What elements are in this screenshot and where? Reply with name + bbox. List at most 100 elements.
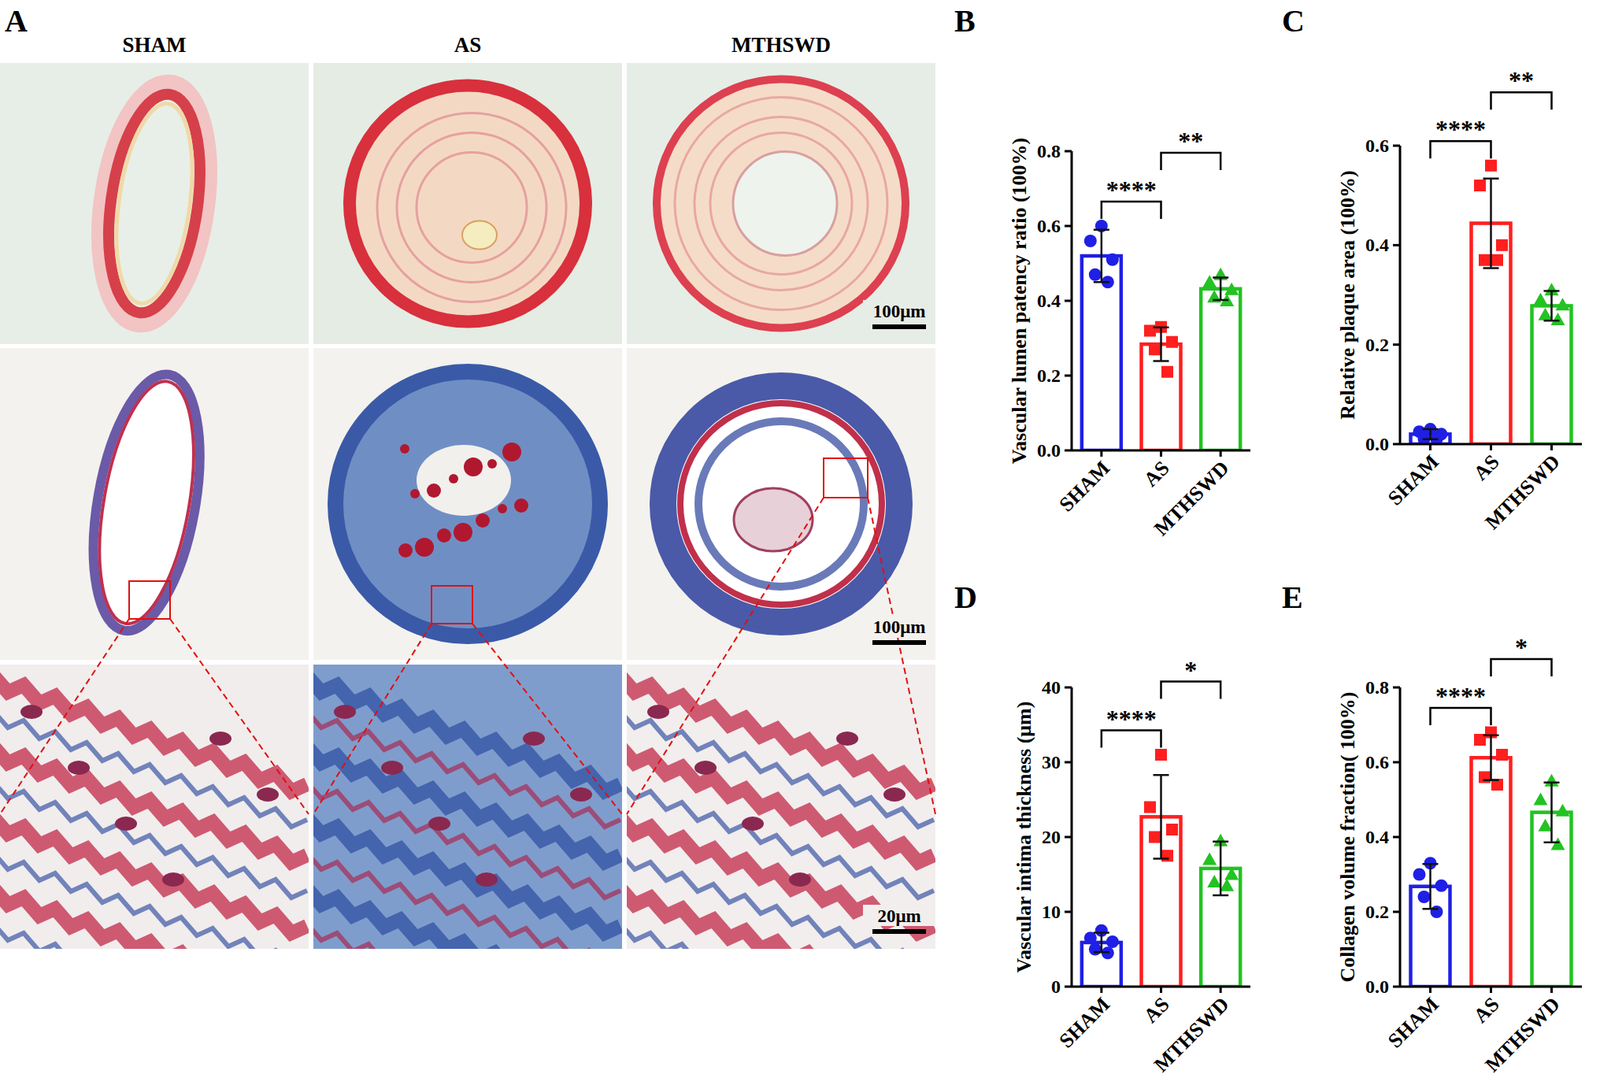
x-tick-label: AS [1139, 456, 1175, 492]
panel-a: ASHAMASMTHSWD100μm100μm20μm [0, 3, 936, 1040]
y-tick-label: 0.8 [1037, 140, 1061, 162]
x-tick [1100, 450, 1103, 457]
data-point [1148, 343, 1161, 356]
nucleus [475, 872, 498, 887]
x-tick [1159, 986, 1163, 993]
x-tick [1550, 444, 1553, 451]
bar [1532, 305, 1572, 445]
scale-bar-ground [862, 904, 934, 926]
marks [1411, 726, 1572, 988]
error-bar [1093, 229, 1110, 283]
micrograph [626, 348, 936, 660]
zoom-leader [313, 623, 432, 815]
tissue-layer [313, 886, 621, 949]
y-tick [1064, 374, 1072, 378]
x-tick [1429, 986, 1432, 993]
stain-spot [453, 522, 473, 542]
stain-spot [410, 488, 420, 499]
y-tick-label: 0.4 [1365, 234, 1389, 256]
y-tick-label: 40 [1041, 677, 1061, 698]
nucleus [20, 704, 43, 719]
data-point [1430, 905, 1444, 919]
data-point [1418, 890, 1431, 904]
significance-bracket [1491, 92, 1552, 110]
nucleus [114, 816, 138, 831]
nucleus [381, 760, 404, 775]
significance-label: * [1514, 633, 1528, 662]
stain-spot [448, 474, 459, 484]
scale-bar-label: 20μm [877, 906, 921, 926]
error-bar [1544, 290, 1560, 321]
stain-spot [487, 459, 497, 469]
x-tick-label: MTHSWD [1480, 450, 1564, 534]
y-tick [1392, 985, 1400, 989]
nucleus [333, 704, 356, 719]
y-tick [1392, 443, 1400, 446]
data-point [1413, 868, 1426, 882]
y-tick-label: 0.0 [1365, 433, 1389, 455]
stain-spot [437, 528, 452, 543]
data-point [1555, 803, 1571, 817]
column-title: SHAM [122, 33, 187, 57]
lumen [462, 221, 497, 250]
significance-label: **** [1435, 681, 1486, 711]
data-point [1224, 282, 1239, 296]
data-point [1538, 307, 1553, 321]
stain-spot [463, 457, 483, 477]
micrograph-bg [626, 62, 936, 345]
scale-bar-ground [862, 300, 934, 322]
data-point [1144, 801, 1156, 814]
error-bar [1093, 933, 1110, 953]
y-tick [1064, 911, 1072, 914]
nucleus [741, 816, 764, 831]
column-title: MTHSWD [731, 33, 831, 57]
y-tick-label: 10 [1041, 901, 1061, 923]
marks [1081, 748, 1241, 987]
x-tick [1489, 986, 1493, 993]
y-tick-label: 0.6 [1365, 751, 1389, 773]
data-point [1224, 867, 1239, 881]
micrograph-bg [313, 348, 623, 660]
data-point [1533, 792, 1549, 806]
x-tick [1429, 444, 1432, 451]
data-point [1161, 366, 1174, 378]
micrograph [626, 62, 936, 345]
panel-letter: E [1281, 579, 1304, 615]
x-tick [1550, 986, 1553, 993]
nucleus [883, 787, 906, 802]
panel-letter: D [954, 579, 978, 615]
y-tick [1064, 761, 1072, 764]
y-tick-label: 0.0 [1365, 976, 1389, 997]
intima [83, 374, 211, 631]
micrograph [0, 664, 309, 949]
data-point [1084, 234, 1097, 248]
data-point [1478, 254, 1491, 267]
x-tick-label: SHAM [1054, 992, 1115, 1053]
data-point [1166, 336, 1178, 349]
x-tick [1489, 444, 1493, 451]
scale-bar-ground [862, 615, 934, 638]
data-point [1474, 179, 1486, 192]
tissue-layer [626, 886, 934, 949]
x-tick-label: SHAM [1054, 456, 1115, 517]
zoom-leader [0, 618, 130, 815]
y-tick [1392, 244, 1400, 247]
significance-bracket [1161, 152, 1222, 171]
micrograph [313, 664, 623, 949]
x-tick-label: AS [1469, 992, 1504, 1028]
nucleus [836, 731, 859, 746]
x-tick-label: MTHSWD [1149, 456, 1234, 541]
vessel-wall [96, 88, 213, 319]
y-tick [1064, 150, 1072, 153]
significance-label: * [1184, 655, 1197, 685]
error-bar [1422, 863, 1439, 909]
data-point [1551, 837, 1566, 851]
y-tick-label: 0.2 [1365, 901, 1389, 923]
figure: ASHAMASMTHSWD100μm100μm20μmB0.00.20.40.6… [0, 0, 1600, 1089]
micrograph-bg [313, 62, 623, 345]
bar [1471, 757, 1512, 987]
error-bar [1544, 782, 1560, 843]
plaque-layer [416, 152, 527, 263]
significance-label: **** [1106, 175, 1157, 204]
y-axis-title: Collagen volume fraction( 100%) [1336, 691, 1360, 982]
